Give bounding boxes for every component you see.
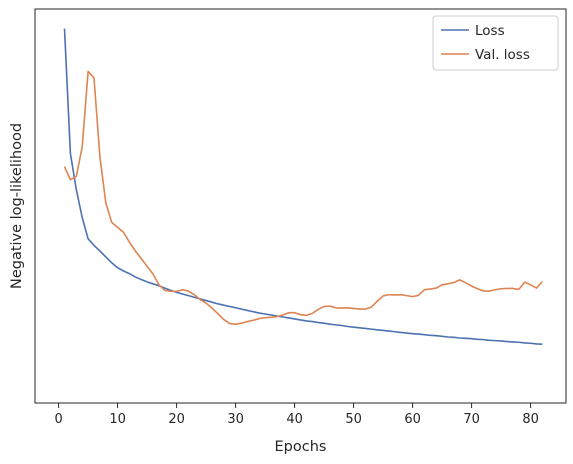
plot-frame — [34, 8, 567, 404]
y-axis-label: Negative log-likelihood — [9, 123, 25, 289]
x-tick-label: 80 — [522, 412, 539, 427]
x-tick-label: 10 — [109, 412, 126, 427]
x-axis-label: Epochs — [275, 439, 327, 455]
plot-area — [35, 9, 566, 403]
x-tick-label: 70 — [463, 412, 480, 427]
x-tick-label: 30 — [227, 412, 244, 427]
series-line-loss — [63, 28, 543, 346]
legend-label-val-loss: Val. loss — [475, 47, 530, 63]
x-tick-label: 0 — [54, 412, 62, 427]
x-tick-label: 20 — [168, 412, 185, 427]
x-tick-label: 60 — [404, 412, 421, 427]
legend-label-loss: Loss — [475, 23, 505, 39]
series-line-val-loss — [63, 70, 543, 325]
x-tick-label: 50 — [345, 412, 362, 427]
legend: Loss Val. loss — [432, 15, 559, 71]
series-layer — [63, 28, 543, 346]
x-tick-label: 40 — [286, 412, 303, 427]
x-axis-ticks: 0 10 20 30 40 50 60 70 80 — [54, 403, 539, 427]
